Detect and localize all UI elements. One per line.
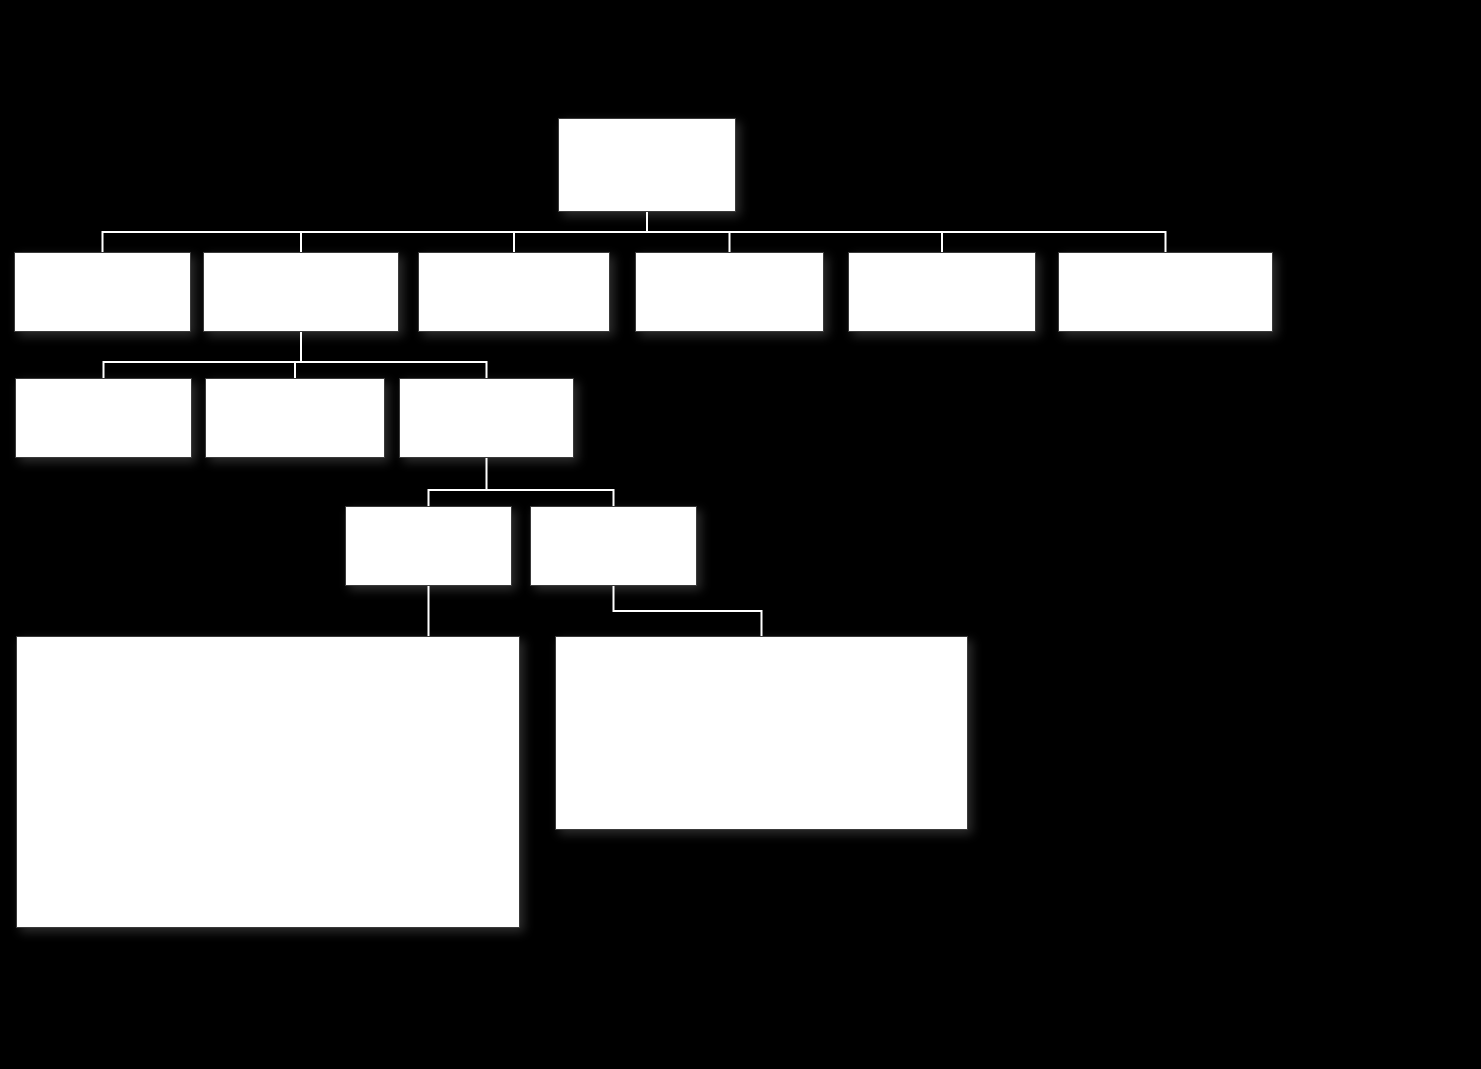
node-l2a	[15, 378, 192, 458]
node-l1f	[1058, 252, 1273, 332]
node-l2b	[205, 378, 385, 458]
node-l3a	[345, 506, 512, 586]
node-l4b	[555, 636, 968, 830]
node-l1a	[14, 252, 191, 332]
node-l1c	[418, 252, 610, 332]
node-l1e	[848, 252, 1036, 332]
node-root	[558, 118, 736, 212]
diagram-stage	[0, 0, 1481, 1069]
node-l2c	[399, 378, 574, 458]
node-l1d	[635, 252, 824, 332]
node-l4a	[16, 636, 520, 928]
node-l3b	[530, 506, 697, 586]
node-l1b	[203, 252, 399, 332]
